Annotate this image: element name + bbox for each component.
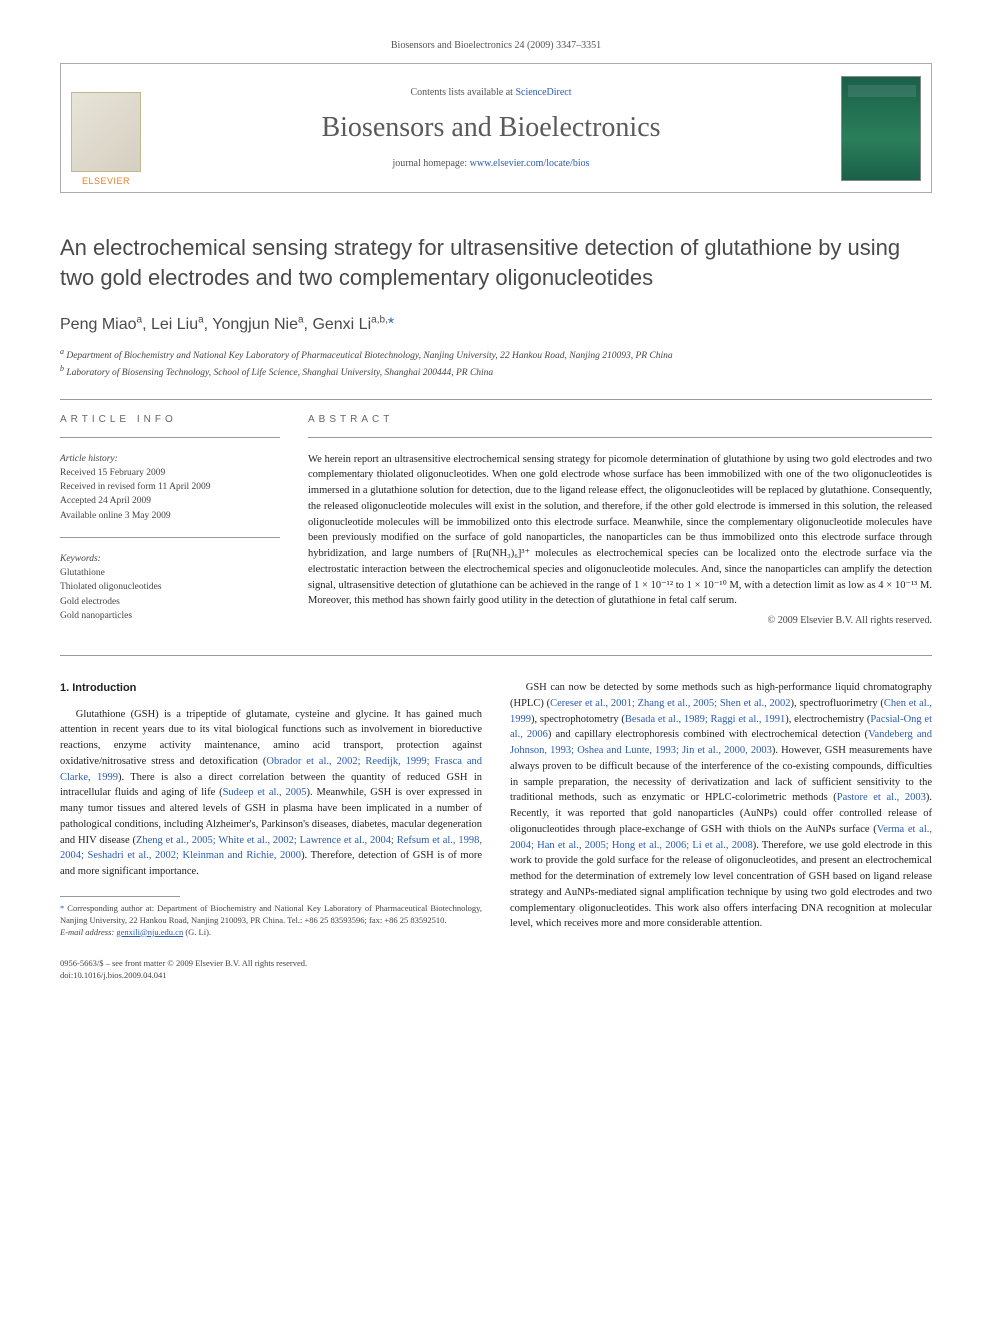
article-info-label: ARTICLE INFO [60,414,280,425]
cover-block [831,64,931,192]
intro-paragraph-1: Glutathione (GSH) is a tripeptide of glu… [60,707,482,880]
affiliations: a Department of Biochemistry and Nationa… [60,346,932,381]
article-history: Article history: Received 15 February 20… [60,452,280,523]
elsevier-tree-icon [71,92,141,172]
homepage-prefix: journal homepage: [392,158,469,169]
footer-block: 0956-5663/$ – see front matter © 2009 El… [60,958,482,982]
homepage-line: journal homepage: www.elsevier.com/locat… [392,158,589,169]
footnote-separator [60,896,180,897]
authors-line: Peng Miaoa, Lei Liua, Yongjun Niea, Genx… [60,314,932,333]
homepage-link[interactable]: www.elsevier.com/locate/bios [470,158,590,169]
history-revised: Received in revised form 11 April 2009 [60,480,280,494]
keywords-label: Keywords: [60,552,280,566]
contents-line: Contents lists available at ScienceDirec… [410,87,571,98]
body-column-right: GSH can now be detected by some methods … [510,680,932,982]
history-online: Available online 3 May 2009 [60,509,280,523]
divider-top [60,399,932,400]
abstract-label: ABSTRACT [308,414,932,425]
journal-cover-icon [841,76,921,181]
abstract-text: We herein report an ultrasensitive elect… [308,452,932,610]
history-received: Received 15 February 2009 [60,466,280,480]
issn-line: 0956-5663/$ – see front matter © 2009 El… [60,958,482,970]
publisher-block: ELSEVIER [61,64,151,192]
keyword: Glutathione [60,566,280,580]
email-link[interactable]: genxili@nju.edu.cn [116,927,183,937]
citation[interactable]: Besada et al., 1989; Raggi et al., 1991 [625,714,785,725]
divider-bottom [60,655,932,656]
corresponding-star-icon: * [388,316,394,333]
doi-line: doi:10.1016/j.bios.2009.04.041 [60,970,482,982]
abstract-copyright: © 2009 Elsevier B.V. All rights reserved… [308,615,932,626]
info-divider [60,437,280,438]
running-head: Biosensors and Bioelectronics 24 (2009) … [60,40,932,51]
citation[interactable]: Cereser et al., 2001; Zhang et al., 2005… [550,698,790,709]
info-abstract-row: ARTICLE INFO Article history: Received 1… [60,414,932,638]
body-column-left: 1. Introduction Glutathione (GSH) is a t… [60,680,482,982]
corresponding-footnote: * Corresponding author at: Department of… [60,903,482,939]
keyword: Gold electrodes [60,595,280,609]
affiliation-a: a Department of Biochemistry and Nationa… [60,346,932,363]
keyword: Gold nanoparticles [60,609,280,623]
body-columns: 1. Introduction Glutathione (GSH) is a t… [60,680,932,982]
keyword: Thiolated oligonucleotides [60,580,280,594]
authors-names: Peng Miaoa, Lei Liua, Yongjun Niea, Genx… [60,316,388,333]
contents-prefix: Contents lists available at [410,87,515,98]
abstract-divider [308,437,932,438]
affiliation-b: b Laboratory of Biosensing Technology, S… [60,363,932,380]
article-title: An electrochemical sensing strategy for … [60,233,932,292]
publisher-label: ELSEVIER [82,176,130,186]
email-label: E-mail address: [60,927,116,937]
sciencedirect-link[interactable]: ScienceDirect [515,87,571,98]
citation[interactable]: Pastore et al., 2003 [837,792,926,803]
article-info-column: ARTICLE INFO Article history: Received 1… [60,414,280,638]
history-accepted: Accepted 24 April 2009 [60,494,280,508]
citation[interactable]: Sudeep et al., 2005 [223,787,307,798]
keywords-block: Keywords: Glutathione Thiolated oligonuc… [60,552,280,623]
info-divider-2 [60,537,280,538]
journal-name: Biosensors and Bioelectronics [321,112,660,144]
banner-center: Contents lists available at ScienceDirec… [151,64,831,192]
email-suffix: (G. Li). [183,927,211,937]
section-heading: 1. Introduction [60,680,482,697]
history-label: Article history: [60,452,280,466]
journal-banner: ELSEVIER Contents lists available at Sci… [60,63,932,193]
intro-paragraph-2: GSH can now be detected by some methods … [510,680,932,932]
abstract-column: ABSTRACT We herein report an ultrasensit… [308,414,932,638]
